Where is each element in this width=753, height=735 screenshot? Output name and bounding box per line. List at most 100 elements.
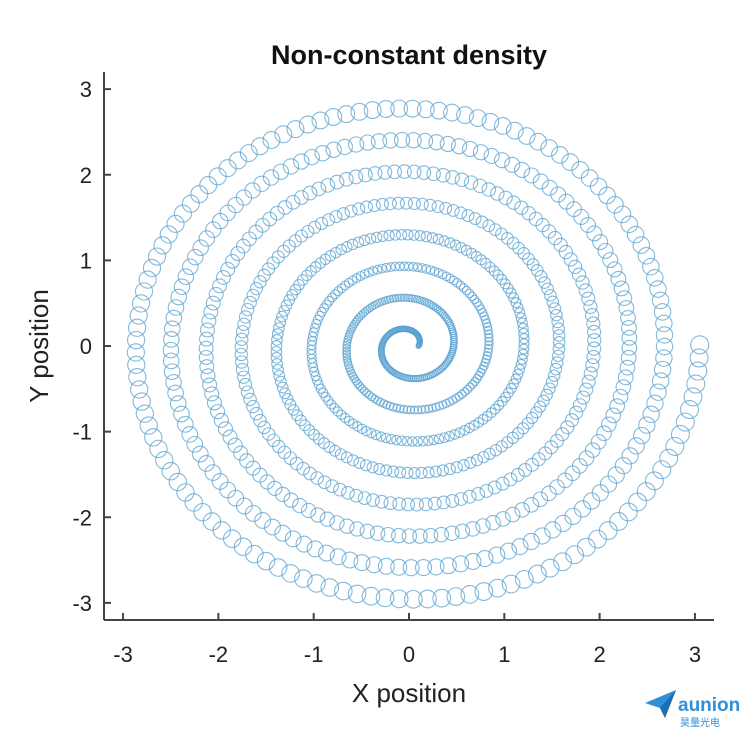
spiral-point: [512, 302, 524, 314]
spiral-point: [483, 325, 493, 336]
spiral-point: [689, 348, 709, 368]
spiral-point: [655, 326, 674, 344]
spiral-point: [199, 322, 215, 338]
spiral-point: [237, 317, 251, 331]
spiral-point: [314, 145, 331, 162]
spiral-point: [498, 190, 513, 206]
spiral-point: [506, 195, 521, 210]
spiral-point: [470, 453, 484, 467]
spiral-point: [584, 442, 601, 458]
spiral-point: [426, 232, 439, 244]
spiral-point: [273, 369, 286, 382]
spiral-point: [481, 182, 497, 197]
spiral-point: [584, 308, 600, 323]
spiral-point: [370, 231, 383, 244]
spiral-point: [274, 375, 287, 388]
spiral-point: [272, 363, 284, 376]
spiral-point: [649, 280, 667, 298]
spiral-point: [416, 165, 432, 180]
spiral-point: [580, 169, 599, 187]
spiral-point: [396, 435, 407, 447]
spiral-point: [467, 379, 478, 389]
spiral-point: [670, 424, 690, 444]
spiral-point: [472, 178, 488, 194]
spiral-point: [369, 525, 386, 541]
spiral-point: [241, 302, 255, 317]
spiral-point: [301, 269, 313, 282]
spiral-point: [364, 232, 377, 245]
spiral-point: [613, 280, 630, 297]
spiral-point: [546, 295, 560, 309]
spiral-point: [264, 518, 281, 536]
spiral-point: [485, 407, 497, 419]
spiral-point: [370, 429, 382, 441]
spiral-point: [388, 402, 398, 412]
spiral-point: [334, 448, 347, 461]
spiral-point: [516, 317, 528, 329]
spiral-point: [276, 310, 288, 323]
spiral-point: [538, 276, 551, 289]
spiral-point: [366, 427, 377, 439]
spiral-point: [130, 380, 149, 399]
spiral-point: [413, 405, 423, 415]
spiral-point: [325, 141, 342, 158]
spiral-point: [579, 382, 594, 397]
spiral-point: [540, 558, 560, 578]
spiral-point: [198, 340, 214, 356]
spiral-point: [380, 526, 396, 543]
spiral-point: [518, 327, 530, 339]
spiral-point: [282, 158, 300, 175]
spiral-point: [610, 270, 627, 287]
spiral-point: [427, 496, 442, 511]
spiral-point: [517, 322, 529, 334]
spiral-point: [587, 333, 602, 348]
spiral-point: [213, 412, 229, 428]
spiral-point: [227, 437, 243, 453]
spiral-point: [317, 475, 332, 490]
spiral-point: [357, 384, 367, 393]
spiral-point: [286, 120, 305, 139]
spiral-point: [329, 515, 345, 531]
spiral-point: [342, 352, 352, 361]
spiral-point: [153, 236, 172, 255]
spiral-point: [165, 309, 183, 327]
spiral-point: [408, 466, 421, 480]
spiral-point: [620, 309, 636, 326]
spiral-point: [359, 459, 372, 472]
spiral-point: [272, 322, 285, 334]
spiral-point: [326, 399, 337, 410]
spiral-point: [581, 291, 596, 306]
spiral-point: [204, 221, 222, 238]
spiral-point: [461, 209, 475, 223]
spiral-point: [659, 448, 679, 468]
spiral-point: [653, 360, 672, 379]
spiral-point: [529, 132, 547, 151]
spiral-point: [267, 480, 283, 496]
spiral-point: [142, 258, 162, 278]
spiral-point: [533, 400, 547, 413]
spiral-point: [403, 99, 422, 118]
spiral-point: [522, 532, 540, 551]
spiral-point: [426, 166, 441, 182]
spiral-point: [423, 198, 437, 212]
spiral-point: [454, 391, 464, 401]
spiral-point: [162, 331, 180, 348]
y-tick-label: 2: [80, 163, 92, 188]
spiral-point: [626, 225, 645, 244]
spiral-point: [616, 290, 633, 307]
spiral-point: [484, 336, 494, 347]
spiral-point: [212, 521, 232, 540]
spiral-point: [675, 412, 695, 432]
spiral-point: [339, 518, 355, 534]
spiral-point: [234, 347, 248, 362]
spiral-point: [284, 530, 302, 548]
spiral-point: [132, 392, 151, 411]
spiral-point: [380, 432, 392, 444]
spiral-point: [401, 435, 413, 447]
spiral-point: [281, 393, 294, 405]
spiral-point: [347, 136, 365, 153]
spiral-point: [342, 343, 351, 353]
spiral-point: [517, 127, 536, 145]
spiral-point: [618, 300, 635, 316]
spiral-point: [474, 582, 494, 601]
